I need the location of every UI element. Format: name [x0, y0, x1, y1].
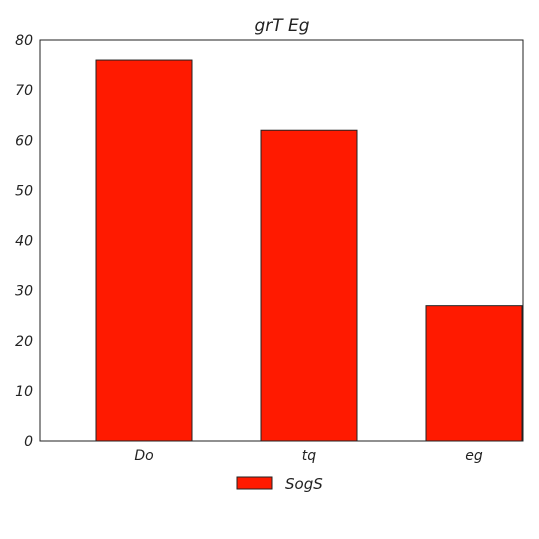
bar-Do — [95, 59, 193, 442]
bar-tq — [260, 129, 358, 442]
x-axis-ticks: Do tq eg — [134, 448, 483, 464]
y-axis-ticks: 0 10 20 30 40 50 60 70 80 — [15, 33, 33, 450]
y-tick-label: 60 — [15, 133, 33, 149]
y-tick-label: 30 — [15, 284, 33, 300]
y-tick-label: 20 — [15, 334, 33, 350]
y-tick-label: 70 — [15, 83, 33, 99]
y-tick-label: 0 — [24, 434, 33, 450]
y-tick-label: 10 — [15, 384, 33, 400]
y-tick-label: 40 — [15, 234, 33, 250]
x-tick-label: eg — [465, 448, 483, 464]
chart-title: grT Eg — [254, 16, 309, 36]
legend-label: SogS — [285, 475, 323, 493]
bar-eg — [425, 305, 523, 442]
x-tick-label: tq — [302, 448, 316, 464]
bars-group — [95, 59, 523, 442]
legend: SogS — [236, 475, 323, 493]
x-tick-label: Do — [134, 448, 153, 464]
plot-frame — [39, 39, 524, 442]
y-tick-label: 80 — [15, 33, 33, 49]
legend-swatch — [236, 476, 273, 490]
y-tick-label: 50 — [15, 183, 33, 199]
